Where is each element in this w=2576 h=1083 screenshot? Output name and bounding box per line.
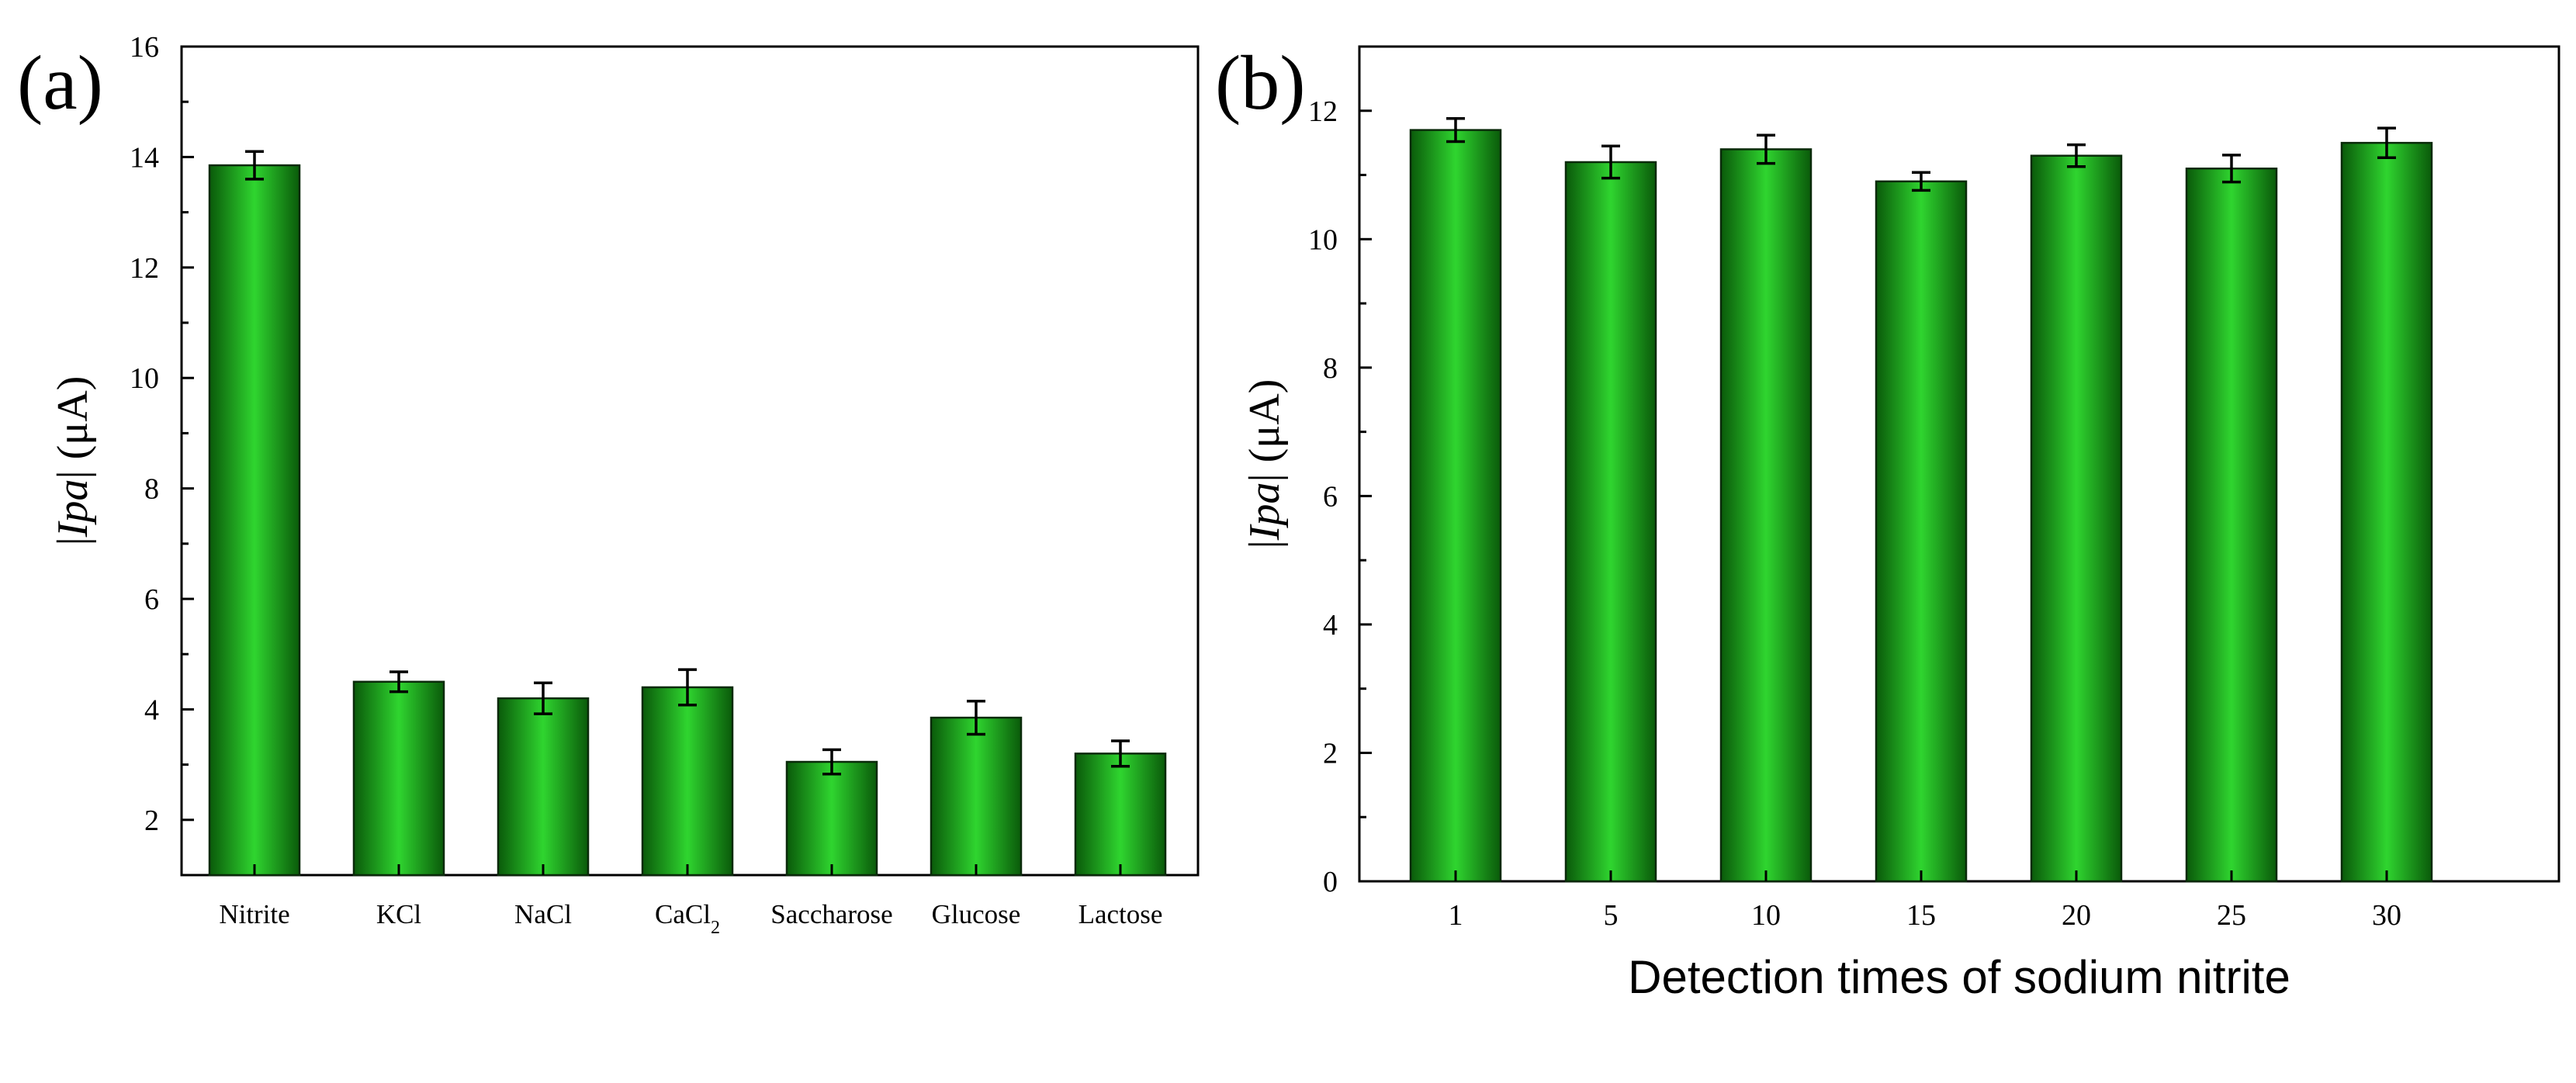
x-tick-label: 1 [1449,899,1463,932]
x-tick-label: 25 [2217,899,2246,932]
y-tick-label: 8 [1323,352,1338,385]
y-axis-label-prefix-a: | [49,537,97,545]
y-axis-label-b: |Ipa| (μA) [1241,379,1289,549]
x-tick-label: 5 [1604,899,1619,932]
bar-cacl2 [641,686,734,877]
bar-10 [1719,148,1813,883]
x-tick-label: Saccharose [770,899,892,929]
y-axis-label-italic-a: Ipa [49,479,97,538]
bar-saccharose [785,760,878,877]
y-tick-label: 2 [144,804,159,837]
x-tick-label: NaCl [514,899,572,929]
x-tick-labels-b: 1 5 10 15 20 25 30 [1449,899,2402,932]
x-tick-label: 20 [2062,899,2091,932]
y-axis-label-prefix-b: | [1241,540,1289,548]
bar-15 [1875,180,1968,883]
x-axis-label-b: Detection times of sodium nitrite [1628,951,2290,1003]
y-tick-label: 6 [1323,480,1338,513]
bar-25 [2185,168,2278,883]
y-tick-label: 16 [130,31,159,64]
bar-1 [1409,129,1502,883]
y-axis-label-a: |Ipa| (μA) [49,376,97,546]
bars-a [208,150,1167,877]
bar-nitrite [208,164,301,877]
y-tick-label: 0 [1323,866,1338,898]
y-ticks-b: 0 2 4 6 8 10 12 [1308,95,1372,898]
bar-nacl [497,697,590,877]
y-tick-label: 2 [1323,737,1338,770]
panel-label-a: (a) [17,40,103,126]
x-tick-label: CaCl2 [655,899,720,938]
x-tick-label: 10 [1751,899,1781,932]
y-tick-label: 4 [1323,609,1338,642]
y-tick-label: 8 [144,473,159,506]
y-axis-label-suffix-b: | (μA) [1241,379,1289,483]
y-axis-label-italic-b: Ipa [1241,483,1289,542]
x-tick-label: Glucose [932,899,1021,929]
y-axis-label-suffix-a: | (μA) [49,376,97,479]
x-tick-labels-a: Nitrite KCl NaCl CaCl2 Saccharose Glucose Lact… [219,899,1162,938]
y-tick-label: 4 [144,694,159,726]
y-tick-label: 10 [130,362,159,395]
x-tick-label: Lactose [1079,899,1163,929]
x-tick-label: KCl [376,899,422,929]
y-tick-label: 6 [144,583,159,616]
y-tick-label: 12 [130,252,159,285]
x-tick-label: Nitrite [219,899,289,929]
y-tick-label: 14 [130,141,159,174]
x-tick-label: 15 [1906,899,1936,932]
bar-glucose [930,716,1023,877]
bars-b [1409,116,2433,883]
bar-lactose [1074,753,1167,877]
y-tick-label: 12 [1308,95,1338,128]
y-ticks-a: 2 4 6 8 10 12 14 16 [130,31,194,837]
bar-20 [2030,154,2123,883]
y-tick-label: 10 [1308,223,1338,256]
chart-panel-a: (a) 2 4 6 8 10 12 14 16 Nitrite KCl NaCl CaCl2 Sacc… [17,31,1200,938]
bar-kcl [352,680,445,877]
bar-5 [1564,161,1657,883]
x-tick-label: 30 [2372,899,2401,932]
panel-label-b: (b) [1215,40,1306,126]
bar-30 [2340,141,2433,883]
